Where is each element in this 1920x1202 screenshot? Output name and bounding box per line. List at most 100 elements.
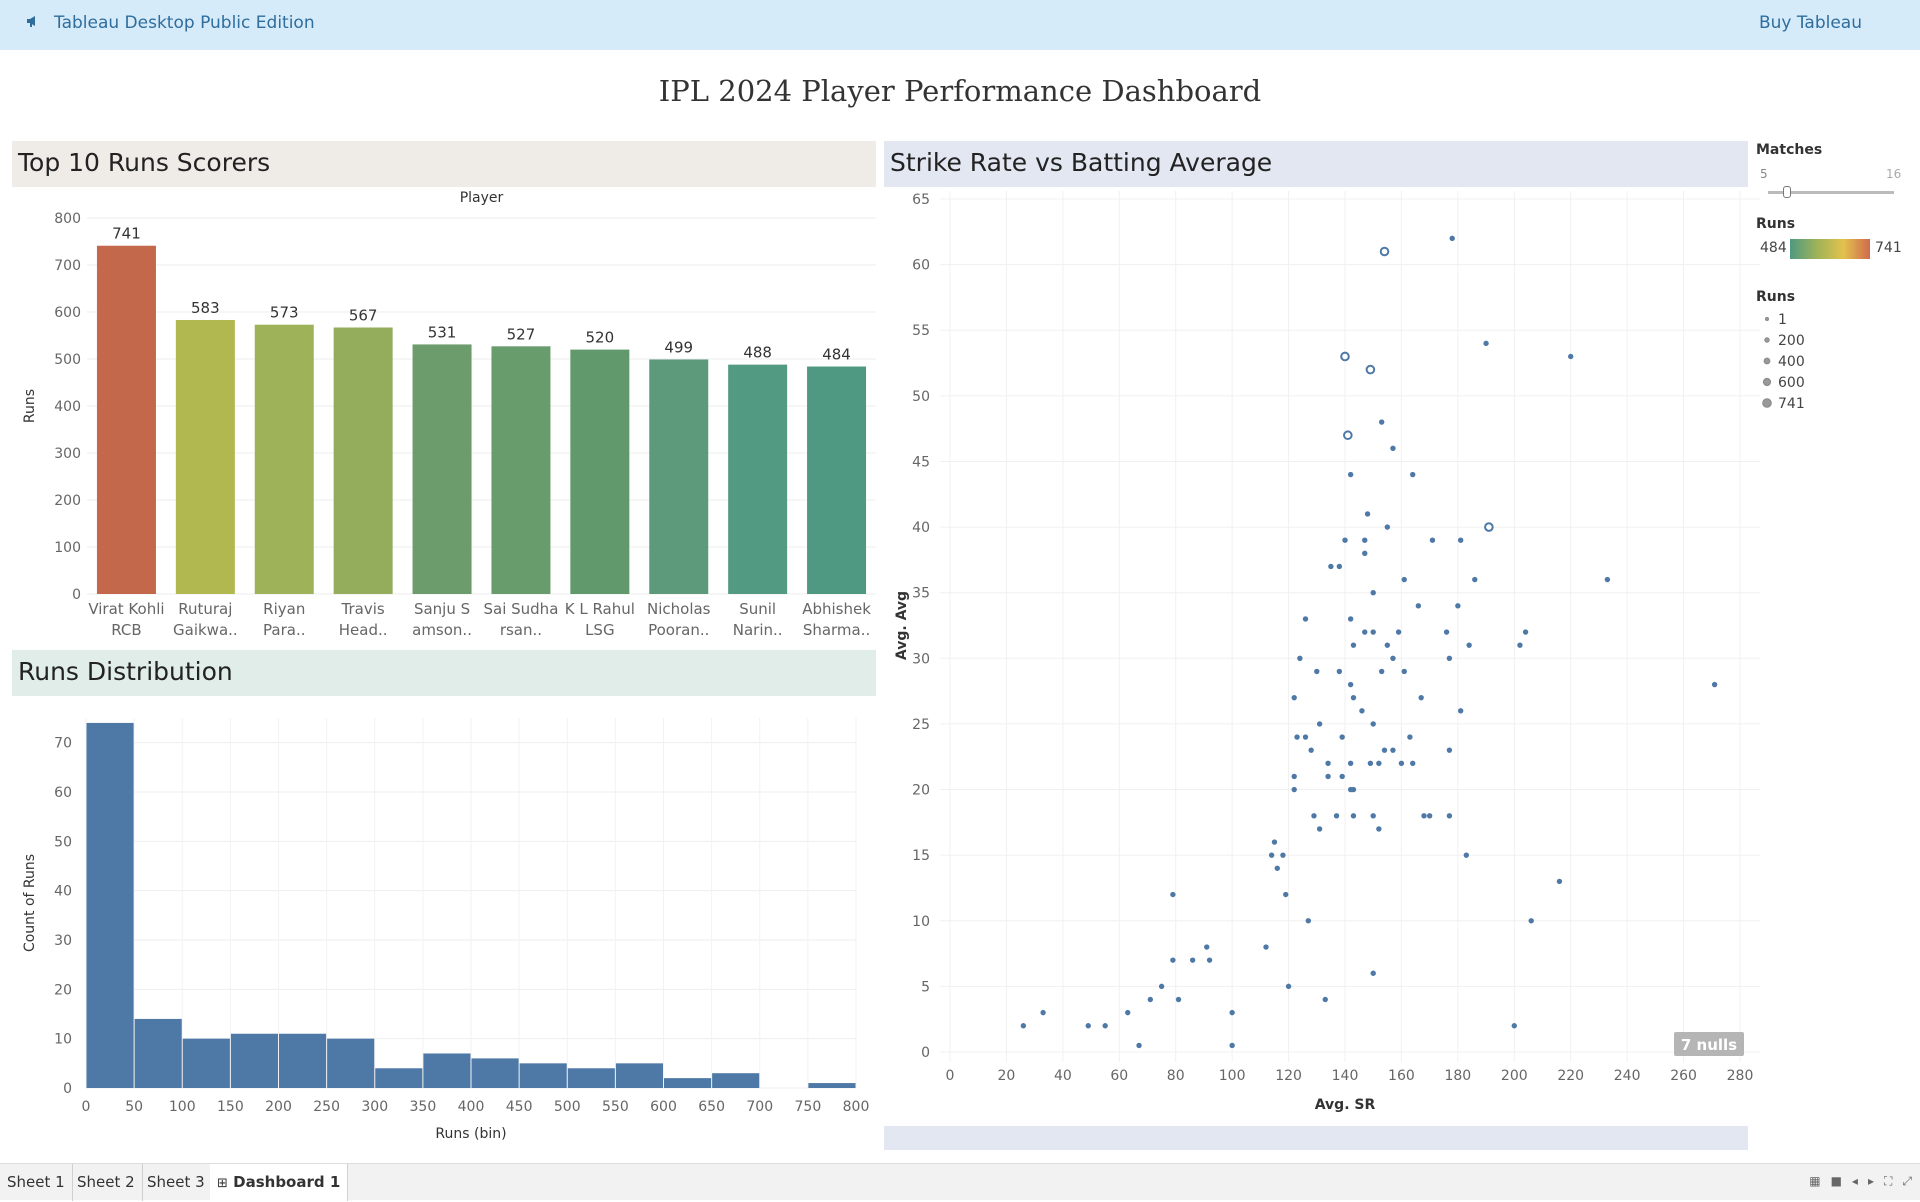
x-tick-label: Riyan [263, 600, 305, 618]
x-tick-label: 140 [1332, 1068, 1359, 1084]
tab-view-icon[interactable]: ■ [1830, 1174, 1842, 1188]
app-header: Tableau Desktop Public Edition Buy Table… [0, 0, 1920, 50]
x-tick-label: 400 [458, 1099, 485, 1115]
scatter-point [1268, 852, 1275, 858]
color-legend-title: Runs [1756, 216, 1796, 232]
bar [254, 324, 314, 594]
app-title: Tableau Desktop Public Edition [54, 13, 315, 33]
scatter-point [1204, 944, 1210, 950]
bar-value-label: 527 [507, 325, 536, 343]
scatter-point [1418, 694, 1424, 701]
scatter-point [1384, 642, 1391, 648]
x-tick-label: RCB [111, 621, 141, 639]
present-icon[interactable]: ⤢ [1902, 1174, 1912, 1188]
color-legend-max: 741 [1875, 240, 1902, 256]
bar-value-label: 741 [112, 225, 141, 243]
scatter-point [1271, 839, 1278, 845]
scatter-point [1472, 576, 1478, 583]
bar [175, 319, 235, 594]
buy-tableau-link[interactable]: Buy Tableau [1758, 13, 1862, 33]
x-tick-label: 220 [1557, 1068, 1584, 1084]
scatter-point [1206, 957, 1213, 963]
y-tick-label: 35 [912, 586, 930, 602]
x-tick-label: Sunil [739, 600, 776, 618]
scatter-point [1376, 760, 1382, 766]
scatter-point [1020, 1023, 1027, 1029]
scatter-point [1426, 813, 1433, 819]
scatter-point [1291, 773, 1297, 780]
scatter-point [1158, 983, 1165, 990]
matches-filter-title: Matches [1756, 142, 1823, 158]
tab-sheet-3[interactable]: Sheet 3 [140, 1164, 213, 1201]
x-tick-label: 120 [1275, 1068, 1302, 1084]
scatter-point [1446, 655, 1453, 662]
y-tick-label: 0 [921, 1045, 930, 1061]
fullscreen-icon[interactable]: ⛶ [1883, 1174, 1893, 1188]
scatter-point [1308, 747, 1314, 753]
dashboard-grid-icon: ⊞ [217, 1176, 228, 1191]
tab-sheet-2[interactable]: Sheet 2 [70, 1164, 143, 1201]
top10-bar-chart[interactable]: 0 100 200 300 400 500 600 700 800 Player Runs 741 Vi… [0, 186, 880, 646]
x-tick-label: Virat Kohli [88, 600, 164, 618]
matches-slider-handle[interactable] [1782, 186, 1791, 198]
strike-rate-scatter-chart[interactable]: 0 5 10 15 20 25 30 35 40 45 50 55 60 65 0 20 40 60 80 100 12… [884, 186, 1760, 1126]
next-sheet-icon[interactable]: ▸ [1867, 1174, 1874, 1188]
app-brand[interactable]: Tableau Desktop Public Edition [26, 13, 315, 33]
y-tick-label: 200 [54, 493, 81, 509]
y-tick-label: 0 [72, 587, 81, 603]
scatter-panel-title: Strike Rate vs Batting Average [884, 141, 1748, 187]
scatter-point [1378, 668, 1385, 675]
x-tick-label: 100 [1219, 1068, 1246, 1084]
x-tick-label: 260 [1670, 1068, 1697, 1084]
legend-panel: Matches 5 16 Runs 484 741 Runs 1 200 400 60… [1756, 140, 1920, 440]
scatter-point [1343, 430, 1353, 441]
y-axis-title: Count of Runs [22, 854, 38, 952]
histogram-bar [615, 1063, 663, 1088]
dashboard-title: IPL 2024 Player Performance Dashboard [658, 74, 1262, 108]
scatter-point [1398, 760, 1405, 766]
scatter-point [1347, 616, 1354, 622]
bar-value-label: 573 [270, 304, 299, 322]
histogram-bar [808, 1083, 856, 1088]
scatter-point [1305, 918, 1312, 924]
x-tick-label: 200 [265, 1099, 292, 1115]
scatter-point [1347, 681, 1354, 688]
x-tick-label: Pooran.. [648, 621, 709, 639]
y-tick-label: 55 [912, 323, 930, 339]
tab-dashboard-1[interactable]: ⊞ Dashboard 1 [210, 1164, 349, 1201]
scatter-point [1229, 1042, 1235, 1049]
x-tick-label: rsan.. [500, 621, 542, 639]
tab-sheet-1[interactable]: Sheet 1 [0, 1164, 73, 1201]
filmstrip-icon[interactable]: ▦ [1809, 1174, 1821, 1188]
scatter-point [1457, 537, 1464, 543]
y-tick-label: 10 [54, 1032, 72, 1048]
x-tick-label: 600 [650, 1099, 677, 1115]
matches-slider-track[interactable] [1768, 186, 1894, 198]
scatter-point [1362, 537, 1368, 543]
prev-sheet-icon[interactable]: ◂ [1851, 1174, 1858, 1188]
scatter-point [1362, 550, 1368, 557]
x-tick-label: 650 [698, 1099, 725, 1115]
x-tick-label: 240 [1614, 1068, 1641, 1084]
x-tick-label: LSG [585, 621, 615, 639]
scatter-point [1297, 655, 1303, 662]
scatter-point [1189, 957, 1196, 963]
scatter-point [1280, 852, 1286, 858]
y-tick-label: 20 [54, 982, 72, 998]
scatter-point [1325, 773, 1331, 780]
x-tick-label: 150 [217, 1099, 244, 1115]
x-axis-title: Avg. SR [1315, 1097, 1376, 1113]
y-tick-label: 40 [912, 520, 930, 536]
distribution-panel-title: Runs Distribution [12, 650, 876, 696]
y-tick-label: 50 [54, 834, 72, 850]
x-tick-label: 350 [410, 1099, 437, 1115]
scatter-point [1407, 734, 1413, 740]
size-legend: 1 200 400 600 741 [1762, 312, 1805, 412]
nulls-indicator[interactable]: 7 nulls [1674, 1032, 1744, 1056]
bar [807, 366, 867, 594]
bar [96, 245, 156, 595]
scatter-point [1390, 445, 1396, 452]
y-tick-label: 600 [54, 305, 81, 321]
size-legend-label: 741 [1778, 396, 1805, 412]
